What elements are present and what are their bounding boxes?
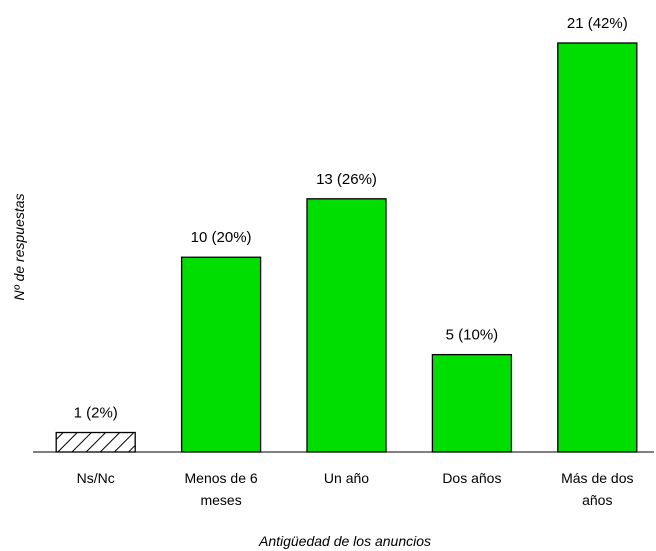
data-label-2: 13 (26%) bbox=[316, 171, 377, 188]
x-tick-label-1-0: Menos de 6 bbox=[185, 470, 258, 486]
data-label-1: 10 (20%) bbox=[191, 229, 252, 246]
x-tick-label-4-1: años bbox=[582, 492, 612, 508]
bar-3 bbox=[431, 353, 513, 453]
bar-1 bbox=[180, 256, 262, 453]
data-labels-group: 1 (2%) 10 (20%) 13 (26%) 5 (10%) 21 (42%) bbox=[74, 15, 628, 422]
x-tick-label-4-0: Más de dos bbox=[561, 470, 633, 486]
bar-2 bbox=[306, 198, 387, 453]
x-tick-label-1-1: meses bbox=[200, 492, 241, 508]
x-tick-label-3-0: Dos años bbox=[442, 470, 501, 486]
data-label-0: 1 (2%) bbox=[74, 405, 118, 422]
x-tick-label-2-0: Un año bbox=[324, 470, 369, 486]
x-axis-title: Antigüedad de los anuncios bbox=[258, 533, 431, 549]
x-tick-label-0-0: Ns/Nc bbox=[77, 470, 115, 486]
bar-4 bbox=[557, 42, 638, 453]
y-axis-title: Nº de respuestas bbox=[11, 193, 27, 300]
x-tick-labels-group: Ns/Nc Menos de 6 meses Un año Dos años Más de… bbox=[77, 470, 634, 508]
data-label-4: 21 (42%) bbox=[567, 15, 628, 32]
data-label-3: 5 (10%) bbox=[446, 327, 499, 344]
bar-0 bbox=[55, 431, 136, 453]
bars-group bbox=[55, 42, 638, 453]
